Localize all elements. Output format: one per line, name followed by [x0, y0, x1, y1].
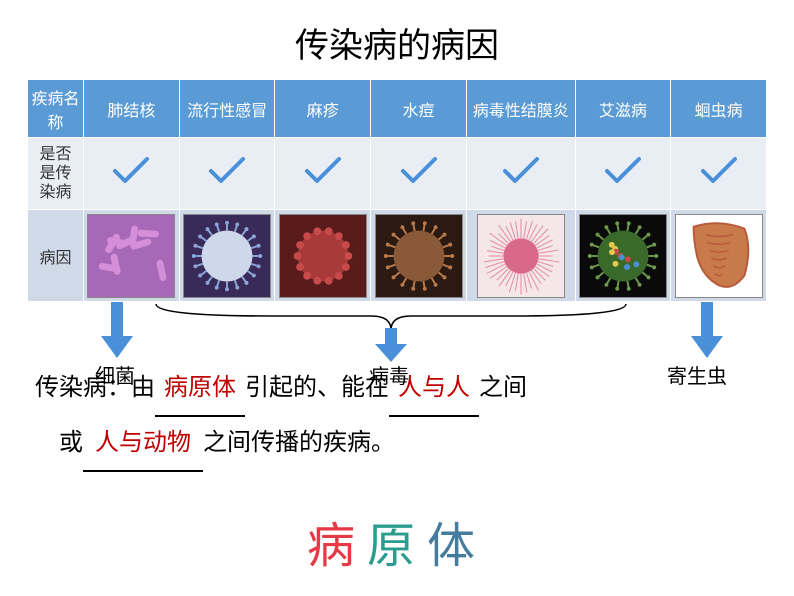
sentence-mid2: 之间 — [479, 374, 527, 401]
col-aids: 艾滋病 — [575, 80, 671, 138]
pathogen-image-tb — [87, 214, 175, 298]
pathogen-cell — [179, 210, 275, 302]
col-ascariasis: 蛔虫病 — [671, 80, 767, 138]
col-tb: 肺结核 — [84, 80, 180, 138]
big-char-3: 体 — [427, 520, 487, 573]
sentence-prefix: 传染病：由 — [35, 374, 155, 401]
col-conjunctivitis: 病毒性结膜炎 — [466, 80, 575, 138]
pathogen-big-label: 病原体 — [0, 506, 794, 576]
pathogen-image-roundworm — [675, 214, 763, 298]
check-cell — [671, 138, 767, 210]
check-icon — [301, 153, 345, 189]
col-disease-name: 疾病名称 — [28, 80, 84, 138]
sentence-suffix: 之间传播的疾病。 — [203, 429, 395, 456]
pathogen-image-flu — [183, 214, 271, 298]
arrow-row: 细菌 病毒 寄生虫 — [27, 302, 767, 362]
pathogen-image-hiv — [579, 214, 667, 298]
check-cell — [275, 138, 371, 210]
col-flu: 流行性感冒 — [179, 80, 275, 138]
big-char-1: 病 — [307, 520, 367, 573]
table-cause-row: 病因 — [28, 210, 767, 302]
check-icon — [697, 153, 741, 189]
sentence-or: 或 — [59, 429, 83, 456]
check-icon — [601, 153, 645, 189]
col-measles: 麻疹 — [275, 80, 371, 138]
blank-human-animal: 人与动物 — [83, 417, 203, 472]
pathogen-cell — [466, 210, 575, 302]
disease-table: 疾病名称 肺结核 流行性感冒 麻疹 水痘 病毒性结膜炎 艾滋病 蛔虫病 是否是传… — [27, 79, 767, 302]
pathogen-cell — [84, 210, 180, 302]
check-cell — [371, 138, 467, 210]
pathogen-image-measles — [279, 214, 367, 298]
check-cell — [575, 138, 671, 210]
pathogen-cell — [575, 210, 671, 302]
pathogen-image-varicella — [375, 214, 463, 298]
arrow-down-icon — [97, 302, 137, 360]
check-icon — [205, 153, 249, 189]
check-icon — [397, 153, 441, 189]
big-char-2: 原 — [367, 520, 427, 573]
check-cell — [84, 138, 180, 210]
definition-sentence: 传染病：由病原体引起的、能在人与人之间 或人与动物之间传播的疾病。 — [27, 362, 767, 472]
row-label-cause: 病因 — [28, 210, 84, 302]
arrow-down-icon — [687, 302, 727, 360]
pathogen-cell — [275, 210, 371, 302]
table-header-row: 疾病名称 肺结核 流行性感冒 麻疹 水痘 病毒性结膜炎 艾滋病 蛔虫病 — [28, 80, 767, 138]
col-chickenpox: 水痘 — [371, 80, 467, 138]
row-label-infectious: 是否是传染病 — [28, 138, 84, 210]
pathogen-cell — [371, 210, 467, 302]
check-cell — [179, 138, 275, 210]
page-title: 传染病的病因 — [0, 0, 794, 79]
check-icon — [109, 153, 153, 189]
check-icon — [499, 153, 543, 189]
pathogen-image-conjunctivitis — [477, 214, 565, 298]
blank-pathogen: 病原体 — [155, 362, 245, 417]
check-cell — [466, 138, 575, 210]
table-infectious-row: 是否是传染病 — [28, 138, 767, 210]
arrow-down-icon — [371, 328, 411, 364]
blank-human-human: 人与人 — [389, 362, 479, 417]
sentence-mid1: 引起的、能在 — [245, 374, 389, 401]
pathogen-cell — [671, 210, 767, 302]
